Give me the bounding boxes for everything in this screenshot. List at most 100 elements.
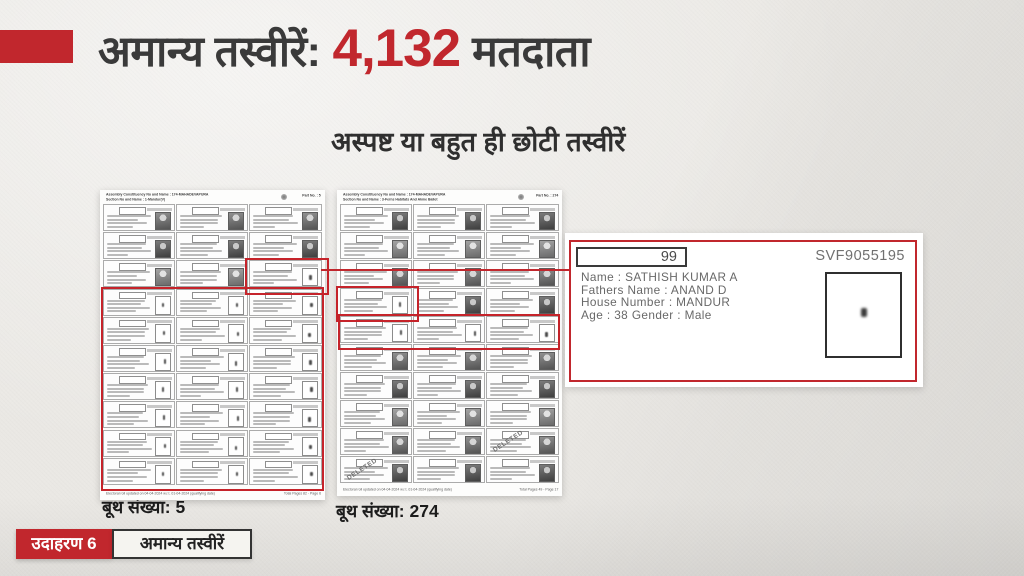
voter-cell — [486, 316, 559, 343]
cell-serial-box — [119, 348, 146, 356]
cell-text-line — [253, 303, 284, 306]
cell-epic-number — [146, 207, 172, 211]
cell-epic-number — [293, 263, 319, 267]
cell-text-line — [180, 222, 219, 225]
cell-text-line — [180, 391, 225, 394]
voter-photo — [465, 463, 482, 482]
cell-text-line — [417, 421, 443, 424]
cell-text-line — [253, 415, 291, 418]
cell-text-line — [180, 451, 210, 454]
cell-serial-box — [429, 235, 457, 243]
cell-text-line — [180, 338, 203, 341]
cell-serial-box — [356, 207, 383, 215]
cell-text-line — [107, 419, 148, 422]
invalid-photo-box — [465, 323, 482, 342]
cell-text-line — [490, 246, 522, 249]
cell-text-line — [180, 303, 213, 306]
voter-cell — [340, 344, 413, 371]
cell-text-line — [490, 334, 534, 337]
cell-text-line — [344, 225, 370, 228]
cell-text-line — [180, 479, 205, 482]
cell-text-line — [344, 358, 377, 361]
cell-text-line — [417, 411, 461, 413]
cell-text-line — [253, 225, 276, 228]
cell-epic-number — [146, 292, 172, 296]
voter-photo — [301, 239, 318, 259]
voter-cell — [249, 373, 322, 401]
cell-serial-box — [356, 235, 383, 243]
cell-text-line — [490, 278, 535, 281]
cell-text-line — [107, 359, 140, 362]
cell-serial-box — [265, 404, 293, 412]
cell-text-line — [180, 271, 222, 274]
cell-text-line — [344, 337, 368, 340]
cell-epic-number — [456, 291, 482, 295]
cell-epic-number — [530, 207, 556, 211]
cell-text-line — [344, 355, 381, 357]
cell-text-line — [344, 253, 365, 256]
voter-photo — [538, 211, 555, 230]
voter-photo — [155, 239, 172, 259]
cell-text-line — [107, 387, 144, 390]
cell-text-line — [490, 302, 521, 305]
voter-cell — [249, 288, 322, 316]
cell-epic-number — [383, 263, 409, 267]
cell-epic-number — [456, 403, 482, 407]
zoomed-voter-card-border: 99 SVF9055195 Name : SATHISH KUMAR A Fat… — [569, 240, 917, 382]
cell-text-line — [344, 281, 369, 284]
invalid-photo-speck — [235, 471, 239, 477]
voter-cell — [413, 344, 486, 371]
cell-text-line — [180, 359, 212, 362]
cell-serial-box — [192, 460, 220, 469]
detail-line-age-gender: Age : 38 Gender : Male — [581, 308, 712, 323]
cell-text-line — [344, 302, 378, 305]
voter-photo — [301, 211, 318, 230]
zoom-connector-line — [321, 269, 571, 272]
cell-text-line — [344, 477, 370, 480]
cell-text-line — [107, 384, 148, 387]
voter-cell — [340, 232, 413, 259]
cell-epic-number — [293, 292, 319, 296]
cell-text-line — [344, 393, 367, 396]
cell-text-line — [490, 299, 534, 301]
voter-photo — [465, 239, 482, 258]
cell-text-line — [253, 282, 275, 285]
cell-serial-box — [119, 235, 146, 243]
cell-text-line — [180, 387, 216, 390]
cell-text-line — [417, 243, 455, 245]
voter-cell — [103, 401, 176, 429]
voter-cell — [340, 316, 413, 343]
cell-epic-number — [146, 433, 172, 437]
cell-text-line — [107, 394, 130, 397]
cell-text-line — [490, 390, 533, 393]
cell-text-line — [107, 222, 147, 225]
booth-label-5: बूथ संख्या: 5 — [102, 497, 186, 517]
voter-cell — [176, 260, 249, 288]
cell-text-line — [490, 470, 527, 473]
cell-text-line — [107, 472, 138, 475]
cell-serial-box — [265, 376, 293, 384]
cell-text-line — [107, 391, 144, 394]
voter-cell — [486, 232, 559, 259]
invalid-photo-speck — [310, 387, 313, 392]
voter-photo — [465, 379, 482, 398]
cell-serial-box — [502, 319, 530, 327]
cell-text-line — [253, 218, 290, 221]
cell-text-line — [253, 250, 294, 253]
voter-roll-page-booth-274: Assembly Constituency No and Name : 174-… — [336, 190, 562, 496]
voter-photo — [465, 211, 482, 230]
invalid-photo-speck — [545, 332, 548, 337]
voter-photo — [538, 295, 555, 314]
cell-text-line — [180, 423, 206, 426]
cell-epic-number — [383, 235, 409, 239]
invalid-photo-box — [155, 324, 172, 343]
cell-serial-box — [502, 347, 530, 355]
cell-text-line — [344, 470, 375, 473]
cell-text-line — [344, 474, 384, 477]
invalid-photo-speck — [235, 302, 239, 308]
cell-text-line — [253, 338, 283, 341]
voter-cell — [486, 428, 559, 455]
cell-text-line — [344, 218, 375, 221]
voter-cell — [103, 373, 176, 401]
cell-text-line — [344, 442, 380, 445]
